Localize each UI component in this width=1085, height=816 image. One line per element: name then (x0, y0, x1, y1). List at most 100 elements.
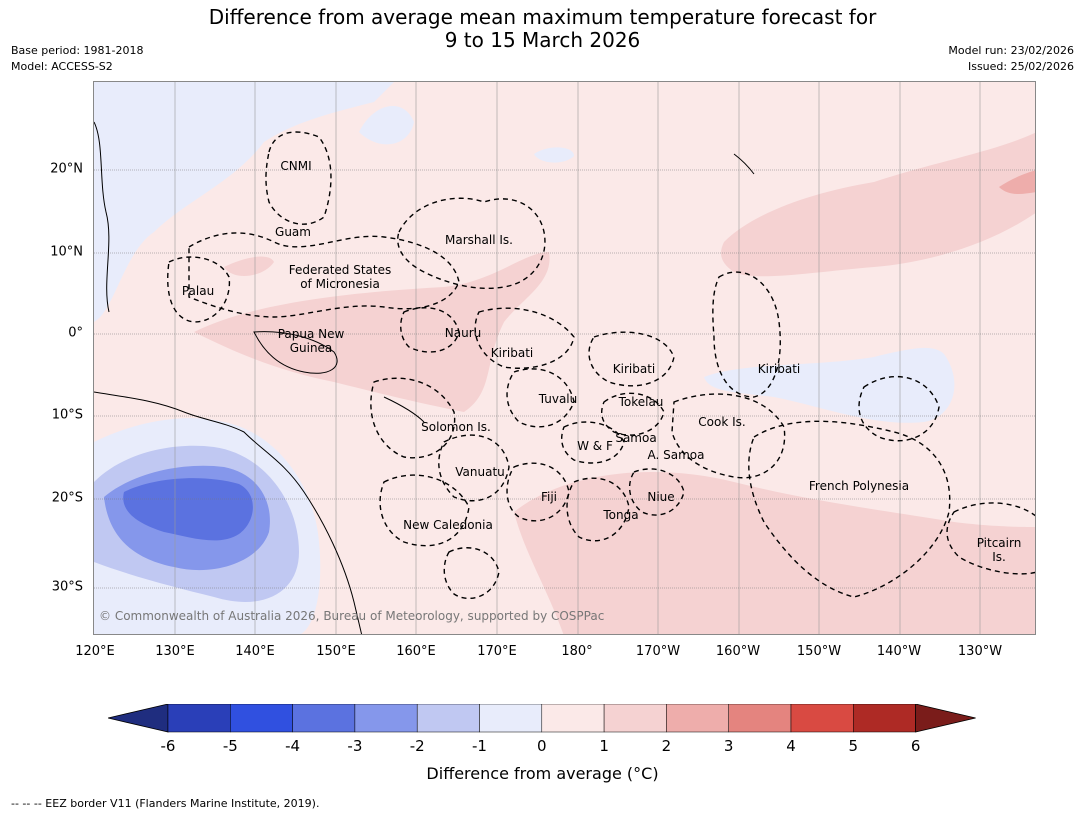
title-line-1: Difference from average mean maximum tem… (208, 5, 877, 29)
colorbar-title: Difference from average (°C) (426, 764, 659, 783)
label-wf: W & F (577, 439, 613, 453)
label-fsm-2: of Micronesia (300, 277, 380, 291)
label-nauru: Nauru (444, 326, 482, 340)
y-tick: 10°N (50, 244, 83, 260)
png-coast (253, 331, 338, 374)
anomaly-cool-east (704, 347, 955, 423)
colorbar-cell (541, 704, 605, 733)
eez-norfolk (443, 547, 500, 599)
colorbar-cell (230, 704, 293, 733)
colorbar-tick: -5 (222, 737, 238, 755)
label-solomon: Solomon Is. (421, 420, 491, 434)
label-kiribati-west: Kiribati (490, 346, 534, 360)
label-fiji: Fiji (540, 490, 558, 504)
colorbar-cell (354, 704, 418, 733)
colorbar-tick: 3 (723, 737, 734, 755)
label-asamoa: A. Samoa (647, 448, 705, 462)
colorbar-cell (853, 704, 916, 733)
map-canvas (94, 82, 1035, 634)
label-kiribati-east: Kiribati (757, 362, 801, 376)
colorbar-tick: -6 (160, 737, 176, 755)
colorbar-tick: 4 (786, 737, 796, 755)
label-cook: Cook Is. (698, 415, 746, 429)
colorbar-tick: 1 (599, 737, 609, 755)
anomaly-cool-aus-4 (123, 478, 253, 541)
meta-left: Base period: 1981-2018 Model: ACCESS-S2 (11, 43, 143, 75)
issued-date: Issued: 25/02/2026 (967, 60, 1074, 73)
anomaly-warm-patch (224, 256, 274, 277)
philippines-coast (94, 121, 110, 313)
y-tick: 10°S (51, 407, 83, 423)
eez-tokelau (601, 392, 665, 436)
colorbar-cell (666, 704, 729, 733)
eez-marshall (397, 197, 546, 290)
eez-kiribati-west (474, 307, 575, 369)
colorbar-tick: 2 (661, 737, 672, 755)
colorbar-tick: 6 (910, 737, 921, 755)
x-tick: 160°W (715, 644, 761, 659)
label-pitcairn-1: Pitcairn (976, 536, 1022, 550)
label-marshall: Marshall Is. (445, 233, 513, 247)
x-tick: 160°E (396, 644, 436, 659)
forecast-map: CNMI Guam Marshall Is. Federated States … (93, 81, 1036, 635)
anomaly-warm-ne-core (999, 170, 1035, 194)
model-name: Model: ACCESS-S2 (11, 60, 113, 73)
colorbar-tick: -4 (285, 737, 301, 755)
anomaly-cool-patch (359, 105, 414, 145)
eez-niue (628, 468, 685, 516)
x-tick: 150°E (316, 644, 356, 659)
y-tick: 30°S (51, 579, 83, 595)
colorbar-cell (292, 704, 356, 733)
colorbar-tick: -3 (347, 737, 363, 755)
eez-fsm (188, 232, 460, 318)
label-kiribati-central: Kiribati (612, 362, 656, 376)
longitude-gridlines (174, 82, 981, 634)
x-tick: 140°E (235, 644, 275, 659)
australia-coast (94, 391, 363, 634)
solomon-coast (383, 396, 425, 423)
x-tick: 120°E (75, 644, 115, 659)
x-tick: 170°E (477, 644, 517, 659)
label-new-caledonia: New Caledonia (403, 518, 493, 532)
colorbar-cell (479, 704, 543, 733)
label-vanuatu: Vanuatu (455, 465, 505, 479)
anomaly-cool-nw (94, 82, 394, 322)
colorbar-extend-high (915, 704, 976, 733)
eez-pitcairn (946, 502, 1035, 575)
eez-note: -- -- -- EEZ border V11 (Flanders Marine… (11, 797, 320, 810)
eez-tuvalu (506, 368, 575, 428)
label-fsm-1: Federated States (288, 263, 392, 277)
anomaly-cool-patch-2 (534, 147, 574, 163)
copyright-notice: © Commonwealth of Australia 2026, Bureau… (99, 609, 605, 623)
colorbar-tick: -1 (472, 737, 487, 755)
colorbar-cell (728, 704, 792, 733)
y-tick: 0° (68, 325, 83, 341)
label-french-polynesia: French Polynesia (808, 479, 910, 493)
x-tick: 130°E (155, 644, 195, 659)
hawaii-coast (733, 153, 755, 175)
colorbar-cell (416, 704, 480, 733)
colorbar-tick: 0 (537, 737, 547, 755)
x-tick: 140°W (876, 644, 922, 659)
colorbar-tick: -2 (409, 737, 425, 755)
map-title: Difference from average mean maximum tem… (0, 6, 1085, 52)
x-tick: 180° (561, 644, 593, 659)
meta-right: Model run: 23/02/2026 Issued: 25/02/2026 (948, 43, 1074, 75)
x-tick: 150°W (796, 644, 842, 659)
eez-nauru (400, 307, 460, 353)
eez-vanuatu (438, 434, 510, 502)
eez-solomon (370, 377, 456, 459)
label-png-2: Guinea (289, 341, 333, 355)
eez-borders (167, 131, 1035, 599)
label-tokelau: Tokelau (618, 395, 664, 409)
label-niue: Niue (647, 490, 675, 504)
model-run: Model run: 23/02/2026 (948, 44, 1074, 57)
eez-palau (167, 256, 231, 323)
label-palau: Palau (181, 284, 215, 298)
label-tuvalu: Tuvalu (538, 392, 578, 406)
label-tonga: Tonga (603, 508, 639, 522)
eez-cnmi (265, 131, 332, 225)
colorbar (108, 704, 976, 733)
y-tick: 20°N (50, 161, 83, 177)
base-period: Base period: 1981-2018 (11, 44, 144, 57)
